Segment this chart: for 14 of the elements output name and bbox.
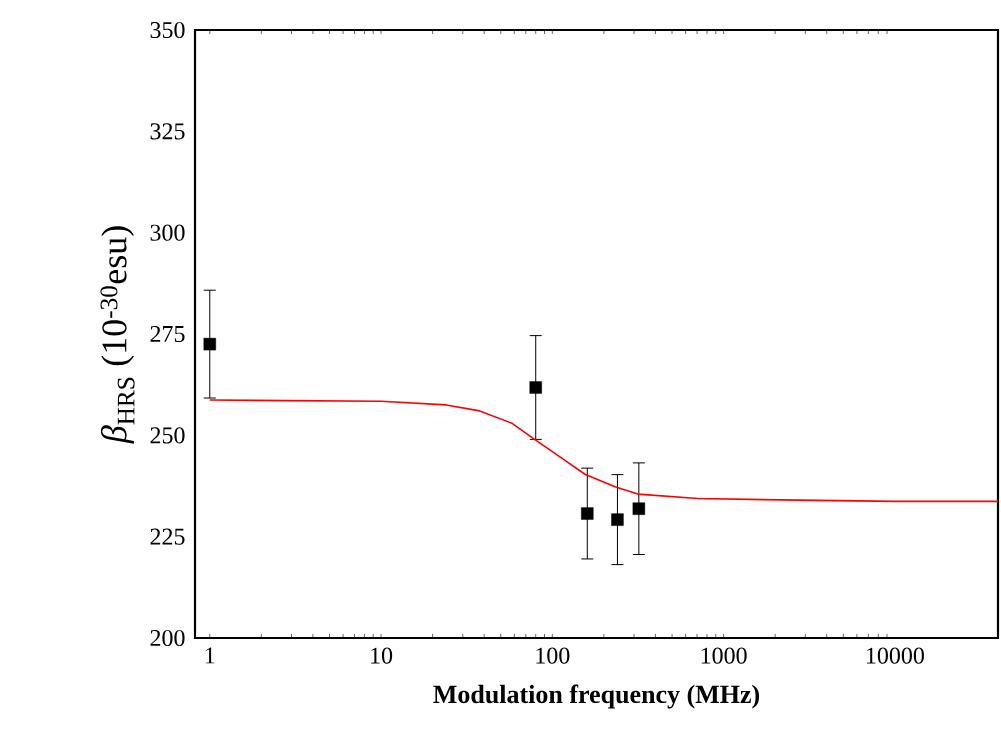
x-tick-label: 1000 — [701, 647, 747, 664]
y-tick-label: 350 — [150, 21, 185, 39]
x-tick-label: 1 — [205, 647, 215, 664]
x-tick-label: 10000 — [866, 647, 924, 664]
y-tick-label: 275 — [150, 325, 185, 343]
y-tick-label: 300 — [150, 224, 185, 241]
y-tick-label: 200 — [150, 629, 185, 647]
y-tick-label: 250 — [150, 427, 185, 444]
y-axis-title: β$_{HRS}$ (10$^{-30}$esu) — [100, 226, 135, 444]
x-tick-label: 10 — [371, 647, 393, 664]
y-tick-label: 325 — [150, 123, 185, 140]
x-tick-label: 100 — [536, 647, 570, 664]
y-tick-label: 225 — [150, 528, 185, 545]
x-axis-title: Modulation frequency (MHz) — [433, 684, 760, 709]
